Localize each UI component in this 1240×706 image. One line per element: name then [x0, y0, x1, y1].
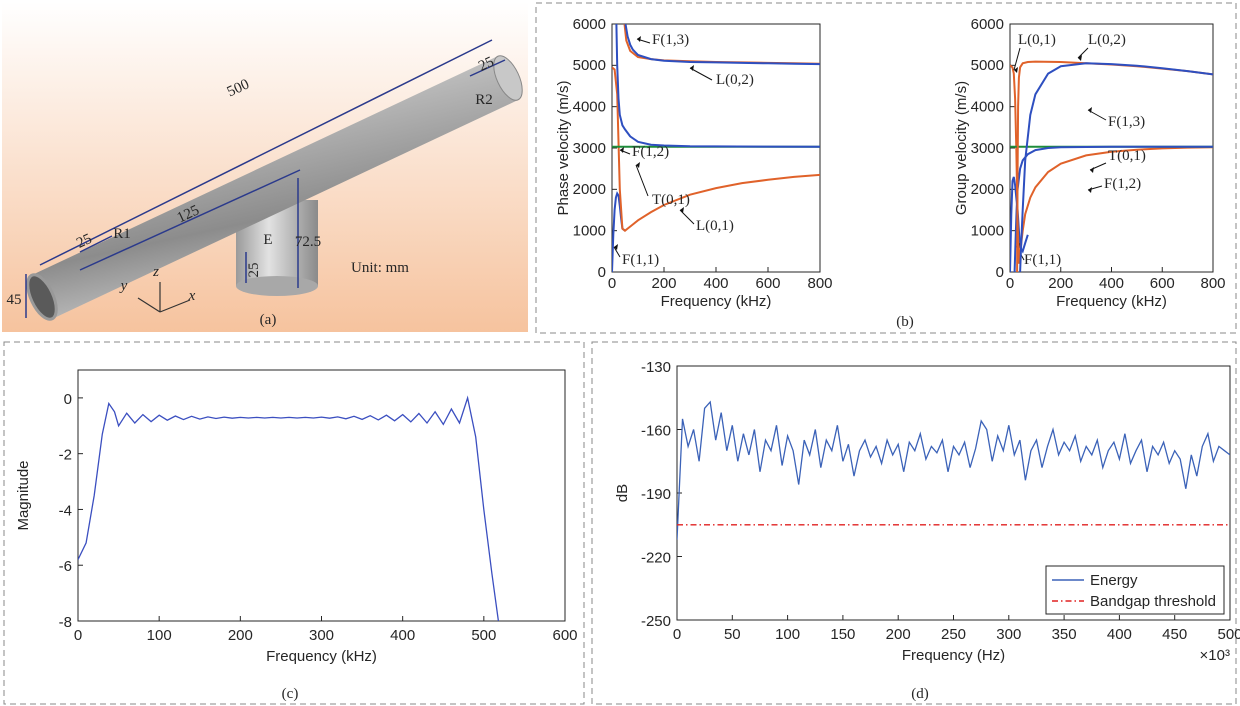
x-tick-label: 150: [830, 626, 855, 643]
y-tick-label: 2000: [971, 181, 1004, 198]
dimension-label: R2: [475, 92, 493, 108]
panel-caption: (b): [896, 314, 914, 330]
x-tick-label: 400: [703, 275, 728, 292]
y-tick-label: -8: [59, 614, 72, 631]
y-tick-label: -2: [59, 447, 72, 464]
x-tick-label: 0: [74, 627, 82, 644]
curve-label: F(1,2): [632, 144, 669, 160]
y-tick-label: 3000: [573, 140, 606, 157]
y-axis-label: Magnitude: [15, 460, 32, 530]
y-tick-label: -6: [59, 558, 72, 575]
x-tick-label: 400: [390, 627, 415, 644]
y-tick-label: 2000: [573, 181, 606, 198]
panel-caption: (d): [911, 686, 929, 702]
x-tick-label: 300: [309, 627, 334, 644]
x-tick-label: 500: [471, 627, 496, 644]
y-tick-label: 0: [64, 391, 72, 408]
x-tick-label: 800: [1200, 275, 1225, 292]
x-axis-label: Frequency (kHz): [1056, 293, 1167, 310]
branch-end: [236, 276, 318, 296]
dimension-label: z: [152, 264, 159, 280]
y-tick-label: 1000: [573, 223, 606, 240]
dimension-label: 25: [246, 263, 262, 278]
x-tick-label: 100: [147, 627, 172, 644]
y-tick-label: 1000: [971, 223, 1004, 240]
curve-label: T(0,1): [1108, 148, 1146, 164]
curve-label: F(1,2): [1104, 176, 1141, 192]
curve-label: T(0,1): [652, 192, 690, 208]
x-axis-label: Frequency (Hz): [902, 647, 1005, 664]
curve-label: L(0,2): [716, 72, 754, 88]
curve-label: L(0,2): [1088, 32, 1126, 48]
plot-area: [78, 370, 565, 621]
y-tick-label: -4: [59, 502, 72, 519]
x-tick-label: 600: [1150, 275, 1175, 292]
x-tick-label: 200: [228, 627, 253, 644]
x-tick-label: 0: [1006, 275, 1014, 292]
legend-label: Energy: [1090, 572, 1138, 589]
dimension-label: E: [263, 232, 272, 248]
y-tick-label: 5000: [573, 57, 606, 74]
x-axis-label: Frequency (kHz): [266, 648, 377, 665]
x-tick-label: 800: [807, 275, 832, 292]
y-tick-label: -220: [641, 549, 671, 566]
chart: 0 50 100 150 200 250 300 350 400 450 500 -250 -220 -1…: [614, 359, 1240, 702]
chart: 0 100 200 300 400 500 600 -8 -6 -4 -2 0 Frequency (k…: [15, 370, 578, 702]
x-tick-label: 500: [1217, 626, 1240, 643]
x-tick-label: 0: [673, 626, 681, 643]
dimension-label: 72.5: [295, 234, 321, 250]
y-tick-label: 0: [598, 264, 606, 281]
y-tick-label: 6000: [971, 16, 1004, 33]
x-tick-label: 0: [608, 275, 616, 292]
curve-label: L(0,1): [696, 218, 734, 234]
curve-label: F(1,1): [1024, 252, 1061, 268]
x-axis-label: Frequency (kHz): [661, 293, 772, 310]
curve-label: F(1,3): [652, 32, 689, 48]
y-tick-label: -250: [641, 613, 671, 630]
y-tick-label: 3000: [971, 140, 1004, 157]
x-tick-label: 300: [996, 626, 1021, 643]
x-tick-label: 600: [755, 275, 780, 292]
y-tick-label: -160: [641, 422, 671, 439]
y-axis-label: dB: [614, 484, 631, 502]
chart: 0 200 400 600 800 0 1000 2000 3000 4000 5000 6000 Fr…: [896, 16, 1225, 330]
curve-label: F(1,1): [622, 252, 659, 268]
x-multiplier: ×10³: [1200, 647, 1230, 664]
panel-caption: (a): [260, 312, 277, 328]
y-tick-label: 4000: [971, 99, 1004, 116]
y-tick-label: 5000: [971, 57, 1004, 74]
y-axis-label: Phase velocity (m/s): [555, 80, 572, 215]
x-tick-label: 600: [552, 627, 577, 644]
y-tick-label: 4000: [573, 99, 606, 116]
y-axis-label: Group velocity (m/s): [953, 81, 970, 215]
dimension-label: Unit: mm: [351, 260, 409, 276]
x-tick-label: 200: [1048, 275, 1073, 292]
curve-label: F(1,3): [1108, 114, 1145, 130]
figure: 50025R24525R112572.5E25Unit: mmyzx(a)020…: [0, 0, 1240, 706]
dimension-label: 45: [7, 292, 22, 308]
x-tick-label: 250: [941, 626, 966, 643]
panel-caption: (c): [282, 686, 299, 702]
y-tick-label: 0: [996, 264, 1004, 281]
dimension-label: y: [119, 278, 128, 294]
y-tick-label: 6000: [573, 16, 606, 33]
x-tick-label: 200: [651, 275, 676, 292]
x-tick-label: 450: [1162, 626, 1187, 643]
y-tick-label: -190: [641, 486, 671, 503]
x-tick-label: 200: [886, 626, 911, 643]
x-tick-label: 50: [724, 626, 741, 643]
curve-label: L(0,1): [1018, 32, 1056, 48]
legend-label: Bandgap threshold: [1090, 593, 1216, 610]
chart: 0 200 400 600 800 0 1000 2000 3000 4000 5000 6000 Fr…: [555, 16, 833, 310]
dimension-label: R1: [113, 226, 131, 242]
dimension-label: x: [188, 288, 196, 304]
x-tick-label: 100: [775, 626, 800, 643]
y-tick-label: -130: [641, 359, 671, 376]
x-tick-label: 400: [1107, 626, 1132, 643]
x-tick-label: 350: [1052, 626, 1077, 643]
page: 50025R24525R112572.5E25Unit: mmyzx(a)020…: [0, 0, 1240, 706]
x-tick-label: 400: [1099, 275, 1124, 292]
